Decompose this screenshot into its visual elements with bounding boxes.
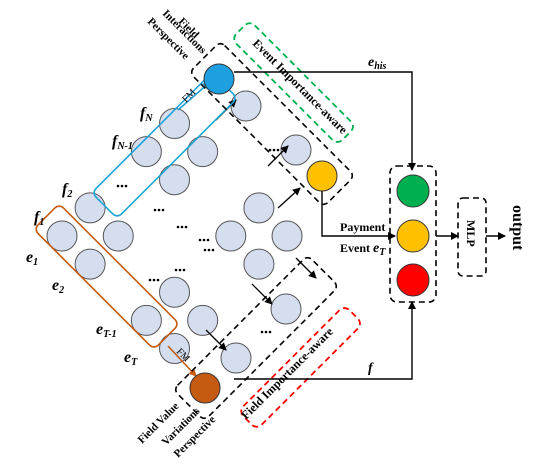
ellipsis-dot [161, 208, 165, 212]
embedding-node [130, 136, 162, 168]
embedding-node [187, 304, 219, 336]
flow-arrow [267, 145, 289, 167]
event-chain-dashed-box [190, 42, 354, 206]
ellipsis-dot [124, 184, 128, 188]
ellipsis-dot [180, 225, 184, 229]
e-his-label: ehis [368, 55, 387, 72]
event-importance-label: Event Importance-aware [250, 36, 351, 137]
red-embedding-node [396, 263, 430, 297]
event-chain-node [230, 90, 262, 122]
embedding-node [159, 164, 191, 196]
combined-embedding-box [389, 165, 437, 303]
ellipsis-dot [176, 225, 180, 229]
ellipsis-dot [174, 268, 178, 272]
fm-event-box [35, 205, 178, 348]
event-label: Event eT [340, 241, 386, 258]
ellipsis-dot [203, 248, 207, 252]
embedding-node [159, 107, 191, 139]
embedding-node [243, 192, 275, 224]
ellipsis-dot [211, 248, 215, 252]
f1-label: f1 [34, 209, 44, 228]
flow-arrow [277, 187, 301, 209]
event-chain-node [280, 134, 312, 166]
mlp-label: MLP [464, 220, 478, 247]
e1-label: e1 [26, 249, 38, 268]
blue-fm-node [203, 63, 235, 95]
embedding-node [46, 220, 78, 252]
e2-label: e2 [52, 277, 64, 296]
embedding-node [159, 276, 191, 308]
field-value-variations-perspective-label: Field Value Variations Perspective [136, 400, 219, 460]
embedding-grid [46, 90, 317, 374]
embedding-node [74, 192, 106, 224]
ellipsis-dot [178, 268, 182, 272]
eT1-label: eT-1 [96, 321, 117, 340]
ellipsis-dot [202, 238, 206, 242]
orange-embedding-node [396, 219, 430, 253]
payment-line [321, 191, 396, 240]
event-importance-box [233, 22, 354, 143]
f-line [234, 301, 416, 380]
flow-arrow [251, 283, 273, 305]
ellipsis-dot [152, 278, 156, 282]
field-chain-node [270, 293, 302, 325]
embedding-node [271, 220, 303, 252]
embedding-node [74, 248, 106, 280]
ellipsis-dot [156, 278, 160, 282]
ellipsis-dot [153, 208, 157, 212]
embedding-node [187, 136, 219, 168]
ellipsis-dot [206, 238, 210, 242]
ellipsis-dot [264, 330, 268, 334]
fm-bottom-arrow [167, 345, 197, 377]
field-chain-dashed-box [174, 256, 338, 420]
e-his-line [234, 71, 416, 171]
embedding-node [159, 333, 191, 365]
ellipsis-dot [148, 278, 152, 282]
ellipsis-dot [184, 225, 188, 229]
field-chain-node [220, 342, 252, 374]
payment-label: Payment [340, 220, 385, 234]
ellipsis-dot [272, 148, 276, 152]
mlp-box [457, 197, 487, 277]
ellipsis-dot [268, 148, 272, 152]
fN1-label: fN-1 [112, 133, 133, 152]
embedding-node [130, 304, 162, 336]
fN-label: fN [140, 105, 153, 124]
ellipsis-dot [276, 148, 280, 152]
field-interactions-perspective-label: Field Interactions Perspective [145, 8, 209, 63]
f2-label: f2 [62, 181, 72, 200]
f-label: f [368, 361, 374, 376]
ellipsis-dot [198, 238, 202, 242]
field-importance-box [240, 307, 361, 428]
flow-arrow [295, 257, 317, 279]
embedding-node [215, 220, 247, 252]
eT-label: eT [124, 349, 138, 368]
ellipsis-dot [120, 184, 124, 188]
ellipsis-dot [116, 184, 120, 188]
green-embedding-node [396, 174, 430, 208]
embedding-node [243, 248, 275, 280]
orange-last-event-node [306, 160, 338, 192]
ellipsis-dot [182, 268, 186, 272]
ellipsis-dot [268, 330, 272, 334]
output-label: output [509, 205, 526, 251]
ellipsis-dot [207, 248, 211, 252]
flow-arrow [205, 329, 227, 351]
ellipsis-dot [260, 330, 264, 334]
ellipsis-dot [157, 208, 161, 212]
embedding-node [102, 220, 134, 252]
brown-fm-node [189, 372, 221, 404]
